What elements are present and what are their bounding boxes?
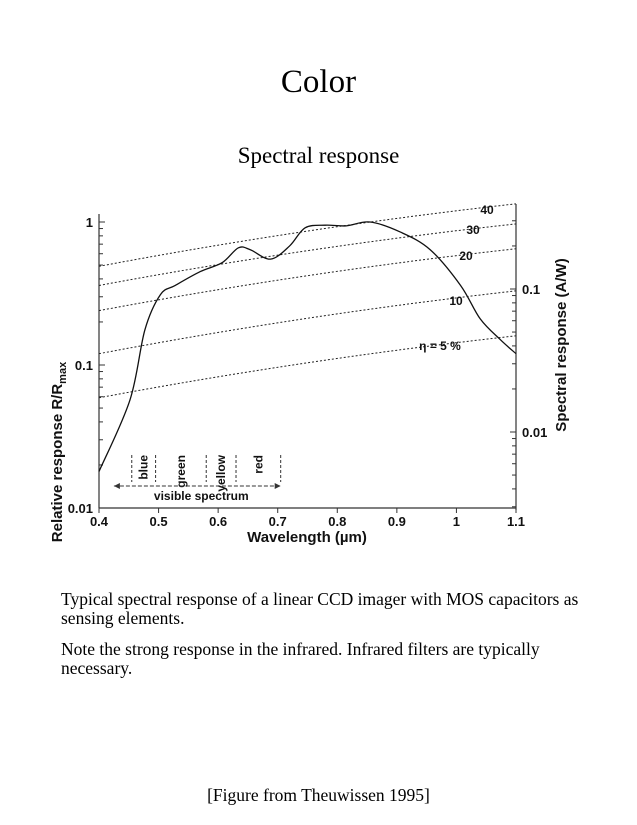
efficiency-label: 30 bbox=[466, 223, 480, 237]
band-label-group: blue bbox=[137, 455, 151, 480]
axis-labels: Wavelength (µm) Relative response R/Rmax… bbox=[49, 258, 570, 546]
y-tick-label: 0.01 bbox=[68, 501, 93, 516]
y-tick-label: 1 bbox=[86, 215, 93, 230]
band-label-green: green bbox=[174, 455, 188, 488]
axes: 0.4 0.5 0.6 0.7 0.8 0.9 1 1.1 1 0.1 0.01 0.1 0.01 bbox=[68, 204, 547, 529]
x-axis-label: Wavelength (µm) bbox=[247, 529, 367, 546]
right-axis-label: Spectral response (A/W) bbox=[553, 258, 570, 431]
efficiency-label: 40 bbox=[480, 203, 494, 217]
visible-spectrum-label: visible spectrum bbox=[154, 489, 249, 503]
efficiency-label: 10 bbox=[449, 294, 463, 308]
spectral-response-chart: 0.4 0.5 0.6 0.7 0.8 0.9 1 1.1 1 0.1 0.01 0.1 0.01 40… bbox=[49, 203, 570, 546]
figure-source: [Figure from Theuwissen 1995] bbox=[207, 785, 430, 805]
band-label-group: red bbox=[251, 455, 265, 474]
x-tick-label: 0.8 bbox=[328, 514, 346, 529]
y-axis-label-sub: max bbox=[57, 361, 69, 384]
x-tick-label: 0.5 bbox=[150, 514, 168, 529]
page-subtitle: Spectral response bbox=[237, 143, 400, 168]
y-tick-label: 0.1 bbox=[75, 358, 93, 373]
arrowhead-left bbox=[113, 483, 120, 489]
arrowhead-right bbox=[274, 483, 281, 489]
efficiency-line bbox=[98, 223, 517, 286]
efficiency-line bbox=[98, 203, 517, 267]
visible-bands: blue green yellow red visible spectrum bbox=[113, 454, 282, 503]
series-group bbox=[98, 221, 517, 472]
band-label-group: yellow bbox=[214, 454, 228, 491]
caption-description: Typical spectral response of a linear CC… bbox=[61, 589, 579, 628]
right-tick-label: 0.01 bbox=[522, 425, 547, 440]
x-tick-label: 0.7 bbox=[269, 514, 287, 529]
caption-note: Note the strong response in the infrared… bbox=[61, 639, 540, 678]
efficiency-line bbox=[98, 335, 517, 399]
band-label-red: red bbox=[251, 455, 265, 474]
band-label-yellow: yellow bbox=[214, 454, 228, 491]
band-label-blue: blue bbox=[137, 455, 151, 480]
x-tick-label: 1 bbox=[453, 514, 460, 529]
x-tick-label: 0.6 bbox=[209, 514, 227, 529]
x-tick-label: 0.4 bbox=[90, 514, 109, 529]
series-line-0 bbox=[98, 221, 517, 472]
right-tick-label: 0.1 bbox=[522, 282, 540, 297]
page-title: Color bbox=[280, 64, 357, 100]
y-axis-label-main: Relative response R/R bbox=[49, 384, 66, 543]
y-axis-label: Relative response R/Rmax bbox=[49, 361, 69, 542]
x-tick-label: 0.9 bbox=[388, 514, 406, 529]
band-label-group: green bbox=[174, 455, 188, 488]
efficiency-label: η = 5 % bbox=[419, 339, 461, 353]
efficiency-line bbox=[98, 290, 517, 355]
efficiency-label: 20 bbox=[459, 249, 473, 263]
efficiency-line bbox=[98, 248, 517, 312]
x-tick-label: 1.1 bbox=[507, 514, 525, 529]
